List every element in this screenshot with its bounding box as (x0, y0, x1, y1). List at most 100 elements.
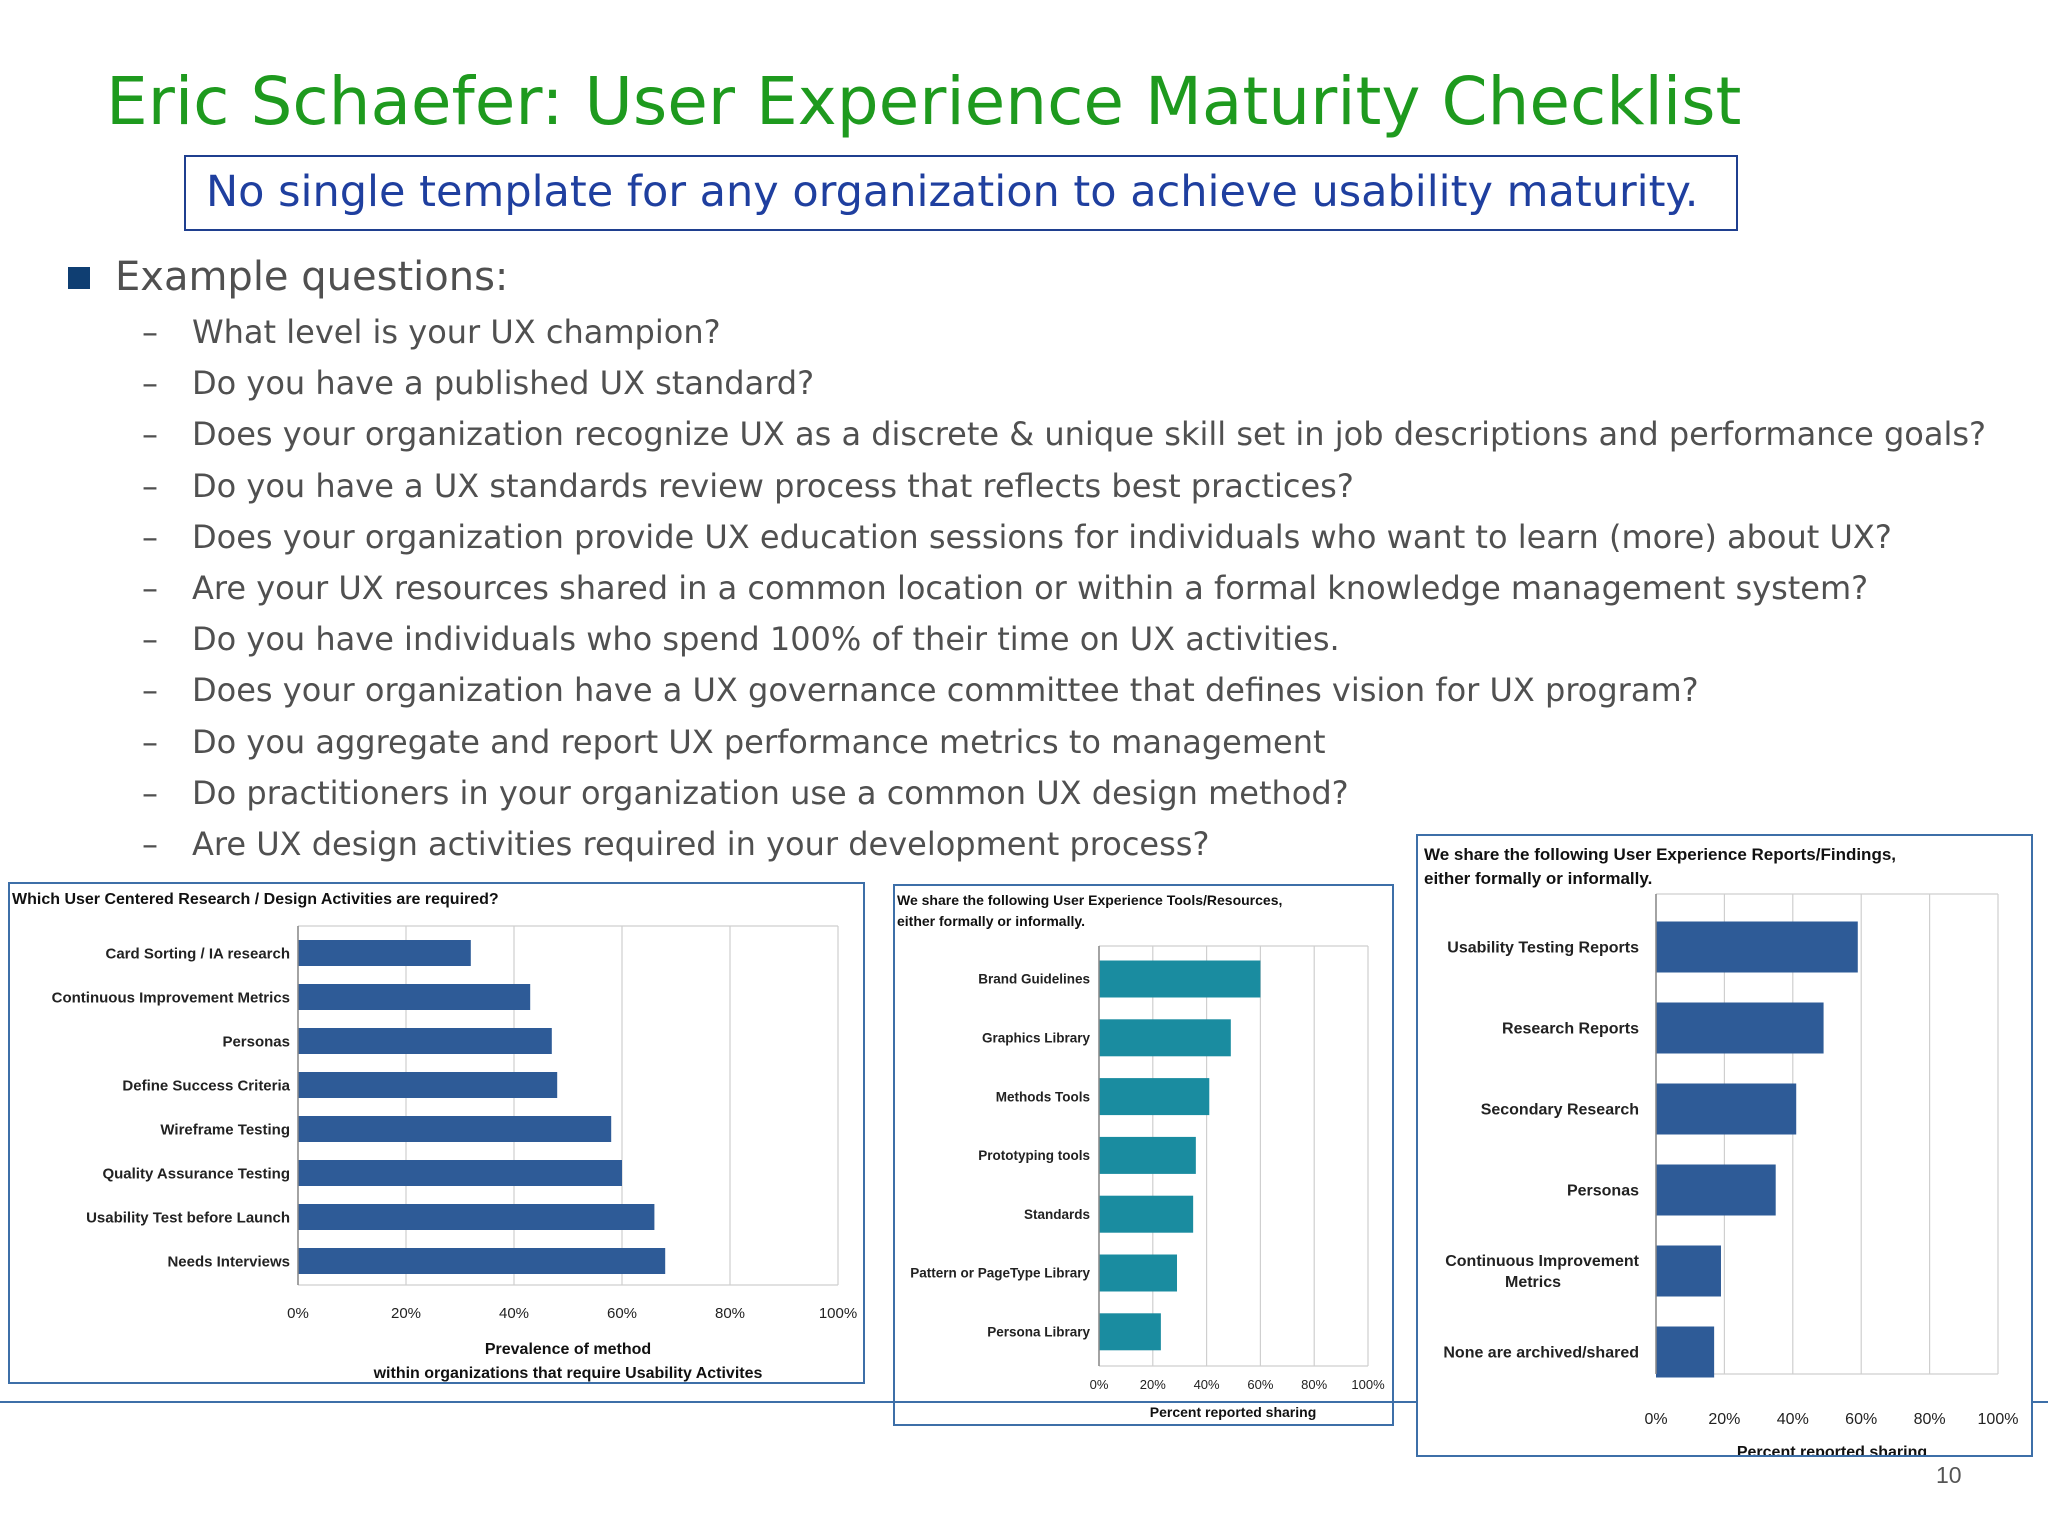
bar (298, 940, 471, 966)
divider-line (0, 1401, 2048, 1403)
category-label: Brand Guidelines (978, 972, 1090, 987)
category-label: Pattern or PageType Library (910, 1266, 1090, 1281)
bar (1099, 960, 1261, 998)
x-tick-label: 0% (1090, 1377, 1109, 1392)
question-item: – Are UX design activities required in yo… (142, 824, 1209, 864)
question-item: – Do you have individuals who spend 100% … (142, 619, 1340, 659)
question-text: Are UX design activities required in you… (192, 825, 1210, 863)
category-label: Wireframe Testing (160, 1121, 290, 1138)
bar (298, 1072, 558, 1098)
activities-chart: Which User Centered Research / Design Ac… (12, 891, 857, 1382)
question-item: – Does your organization recognize UX as … (142, 414, 1986, 454)
bar (1656, 1083, 1797, 1135)
x-tick-label: 0% (1644, 1411, 1667, 1428)
reports-chart: We share the following User Experience R… (1424, 845, 2019, 1455)
question-item: – Do you have a published UX standard? (142, 363, 814, 403)
x-tick-label: 20% (391, 1305, 421, 1322)
x-tick-label: 100% (1978, 1411, 2019, 1428)
x-tick-label: 20% (1708, 1411, 1740, 1428)
bar (1099, 1313, 1161, 1351)
category-label: Secondary Research (1481, 1102, 1639, 1119)
x-tick-label: 60% (1845, 1411, 1877, 1428)
bar (1099, 1019, 1231, 1057)
x-tick-label: 60% (607, 1305, 637, 1322)
dash-marker: – (142, 569, 158, 607)
bar (1099, 1078, 1210, 1116)
question-text: Do you have individuals who spend 100% o… (192, 620, 1340, 659)
bar (298, 1204, 655, 1230)
category-label: Needs Interviews (167, 1253, 290, 1270)
x-tick-label: 20% (1140, 1377, 1166, 1392)
dash-marker: – (142, 466, 158, 505)
callout-text: No single template for any organization … (206, 167, 1699, 217)
page-number: 10 (1936, 1462, 1962, 1488)
category-label: Personas (1567, 1183, 1639, 1200)
chart-panel-activities: Which User Centered Research / Design Ac… (8, 882, 865, 1384)
category-label: Card Sorting / IA research (106, 945, 291, 962)
x-tick-label: 80% (1914, 1411, 1946, 1428)
chart-panel-reports: We share the following User Experience R… (1416, 834, 2033, 1457)
question-item: – Are your UX resources shared in a commo… (142, 568, 1868, 608)
question-text: Do you aggregate and report UX performan… (192, 722, 1326, 761)
question-text: Does your organization recognize UX as a… (192, 415, 1986, 454)
x-axis-label: Percent reported sharing (1150, 1404, 1317, 1420)
dash-marker: – (142, 671, 158, 710)
question-item: – Does your organization provide UX educa… (142, 517, 1892, 557)
question-text: What level is your UX champion? (192, 313, 721, 351)
bar (1656, 1002, 1824, 1054)
question-item: – Do practitioners in your organization u… (142, 773, 1349, 813)
category-label: Methods Tools (996, 1089, 1090, 1104)
category-label: Standards (1024, 1207, 1090, 1222)
x-tick-label: 100% (1351, 1377, 1385, 1392)
dash-marker: – (142, 722, 158, 761)
category-label: Metrics (1505, 1274, 1561, 1291)
bar (1099, 1195, 1194, 1233)
chart-title: We share the following User Experience T… (897, 892, 1282, 908)
question-text: Do you have a UX standards review proces… (192, 466, 1354, 505)
category-label: Usability Test before Launch (86, 1209, 290, 1226)
x-axis-label: within organizations that require Usabil… (373, 1365, 763, 1382)
x-tick-label: 100% (819, 1305, 857, 1322)
dash-marker: – (142, 773, 158, 812)
bullet-heading: Example questions: (115, 254, 509, 300)
x-axis-label: Percent reported sharing (1737, 1444, 1927, 1455)
dash-marker: – (142, 825, 158, 863)
chart-title: either formally or informally. (897, 913, 1085, 929)
bar (298, 1116, 612, 1142)
category-label: Define Success Criteria (122, 1077, 290, 1094)
question-item: – What level is your UX champion? (142, 312, 721, 352)
category-label: Quality Assurance Testing (102, 1165, 290, 1182)
dash-marker: – (142, 364, 158, 403)
dash-marker: – (142, 620, 158, 659)
tools-chart: We share the following User Experience T… (897, 892, 1385, 1420)
chart-title: We share the following User Experience R… (1424, 845, 1896, 864)
bar (298, 984, 531, 1010)
question-text: Does your organization provide UX educat… (192, 517, 1892, 556)
question-text: Does your organization have a UX governa… (192, 671, 1699, 710)
x-tick-label: 80% (715, 1305, 745, 1322)
question-item: – Do you aggregate and report UX performa… (142, 722, 1326, 762)
bar (1099, 1136, 1196, 1174)
callout-box: No single template for any organization … (184, 155, 1738, 231)
x-tick-label: 40% (499, 1305, 529, 1322)
x-tick-label: 40% (1777, 1411, 1809, 1428)
category-label: Research Reports (1502, 1021, 1639, 1038)
chart-panel-tools: We share the following User Experience T… (893, 884, 1394, 1426)
bar (298, 1248, 666, 1274)
question-item: – Do you have a UX standards review proce… (142, 466, 1354, 506)
x-tick-label: 0% (287, 1305, 309, 1322)
dash-marker: – (142, 517, 158, 556)
question-text: Are your UX resources shared in a common… (192, 569, 1869, 607)
dash-marker: – (142, 415, 158, 454)
x-tick-label: 60% (1247, 1377, 1273, 1392)
chart-title: either formally or informally. (1424, 869, 1652, 888)
slide-title: Eric Schaefer: User Experience Maturity … (106, 63, 1742, 140)
x-tick-label: 80% (1301, 1377, 1327, 1392)
bar (298, 1028, 552, 1054)
bar (1656, 1326, 1715, 1378)
bar (1656, 1164, 1776, 1216)
question-text: Do practitioners in your organization us… (192, 773, 1349, 812)
bar (1099, 1254, 1178, 1292)
x-tick-label: 40% (1194, 1377, 1220, 1392)
category-label: Personas (222, 1033, 290, 1050)
